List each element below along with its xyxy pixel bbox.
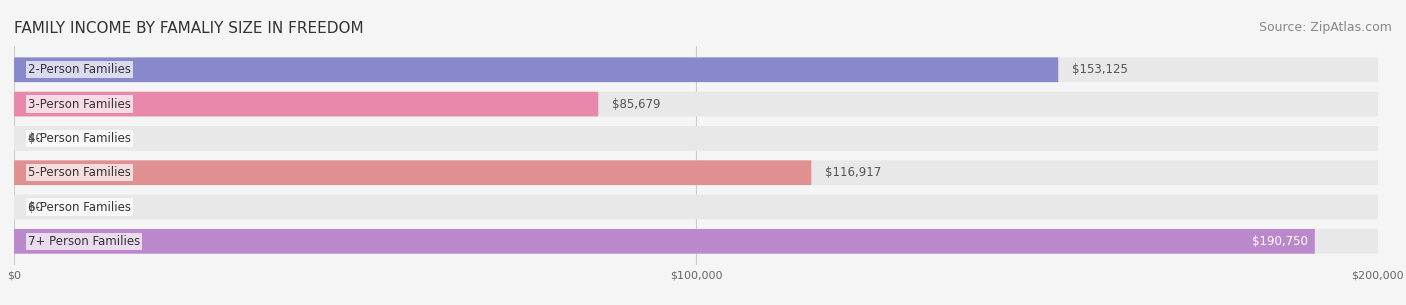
Text: 7+ Person Families: 7+ Person Families [28, 235, 141, 248]
FancyBboxPatch shape [14, 57, 1378, 82]
Text: Source: ZipAtlas.com: Source: ZipAtlas.com [1258, 21, 1392, 34]
Text: 4-Person Families: 4-Person Families [28, 132, 131, 145]
Text: $0: $0 [28, 132, 42, 145]
FancyBboxPatch shape [14, 195, 1378, 219]
FancyBboxPatch shape [14, 57, 1059, 82]
Text: FAMILY INCOME BY FAMALIY SIZE IN FREEDOM: FAMILY INCOME BY FAMALIY SIZE IN FREEDOM [14, 21, 364, 36]
Text: $116,917: $116,917 [825, 166, 882, 179]
FancyBboxPatch shape [14, 92, 599, 117]
FancyBboxPatch shape [14, 160, 811, 185]
FancyBboxPatch shape [14, 92, 1378, 117]
Text: 2-Person Families: 2-Person Families [28, 63, 131, 76]
Text: $190,750: $190,750 [1253, 235, 1308, 248]
FancyBboxPatch shape [14, 229, 1315, 254]
Text: $0: $0 [28, 200, 42, 214]
Text: 3-Person Families: 3-Person Families [28, 98, 131, 111]
Text: 6-Person Families: 6-Person Families [28, 200, 131, 214]
Text: 5-Person Families: 5-Person Families [28, 166, 131, 179]
FancyBboxPatch shape [14, 229, 1378, 254]
FancyBboxPatch shape [14, 160, 1378, 185]
FancyBboxPatch shape [14, 126, 1378, 151]
Text: $153,125: $153,125 [1071, 63, 1128, 76]
Text: $85,679: $85,679 [612, 98, 661, 111]
